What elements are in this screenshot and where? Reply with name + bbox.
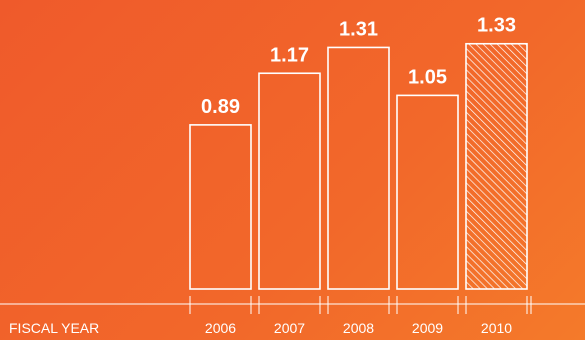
value-label-2009: 1.05 xyxy=(408,66,447,88)
tick-label-2007: 2007 xyxy=(274,320,305,336)
bars-group: 0.89 1.17 1.31 1.05 1.33 xyxy=(189,15,528,290)
bar-2008 xyxy=(327,46,390,290)
bar-2006 xyxy=(189,124,252,290)
tick-label-2006: 2006 xyxy=(205,320,236,336)
tick-label-2009: 2009 xyxy=(412,320,443,336)
bar-2010 xyxy=(465,42,528,290)
tick-label-2008: 2008 xyxy=(343,320,374,336)
tick-label-2010: 2010 xyxy=(481,320,512,336)
value-label-2006: 0.89 xyxy=(201,96,240,118)
x-axis-title: FISCAL YEAR xyxy=(9,320,99,336)
ticks-group: 2006 2007 2008 2009 2010 xyxy=(189,296,532,336)
value-label-2007: 1.17 xyxy=(270,44,309,66)
bar-2009 xyxy=(396,94,459,290)
value-label-2008: 1.31 xyxy=(339,18,378,40)
value-label-2010: 1.33 xyxy=(477,15,516,37)
bar-2007 xyxy=(258,72,321,290)
